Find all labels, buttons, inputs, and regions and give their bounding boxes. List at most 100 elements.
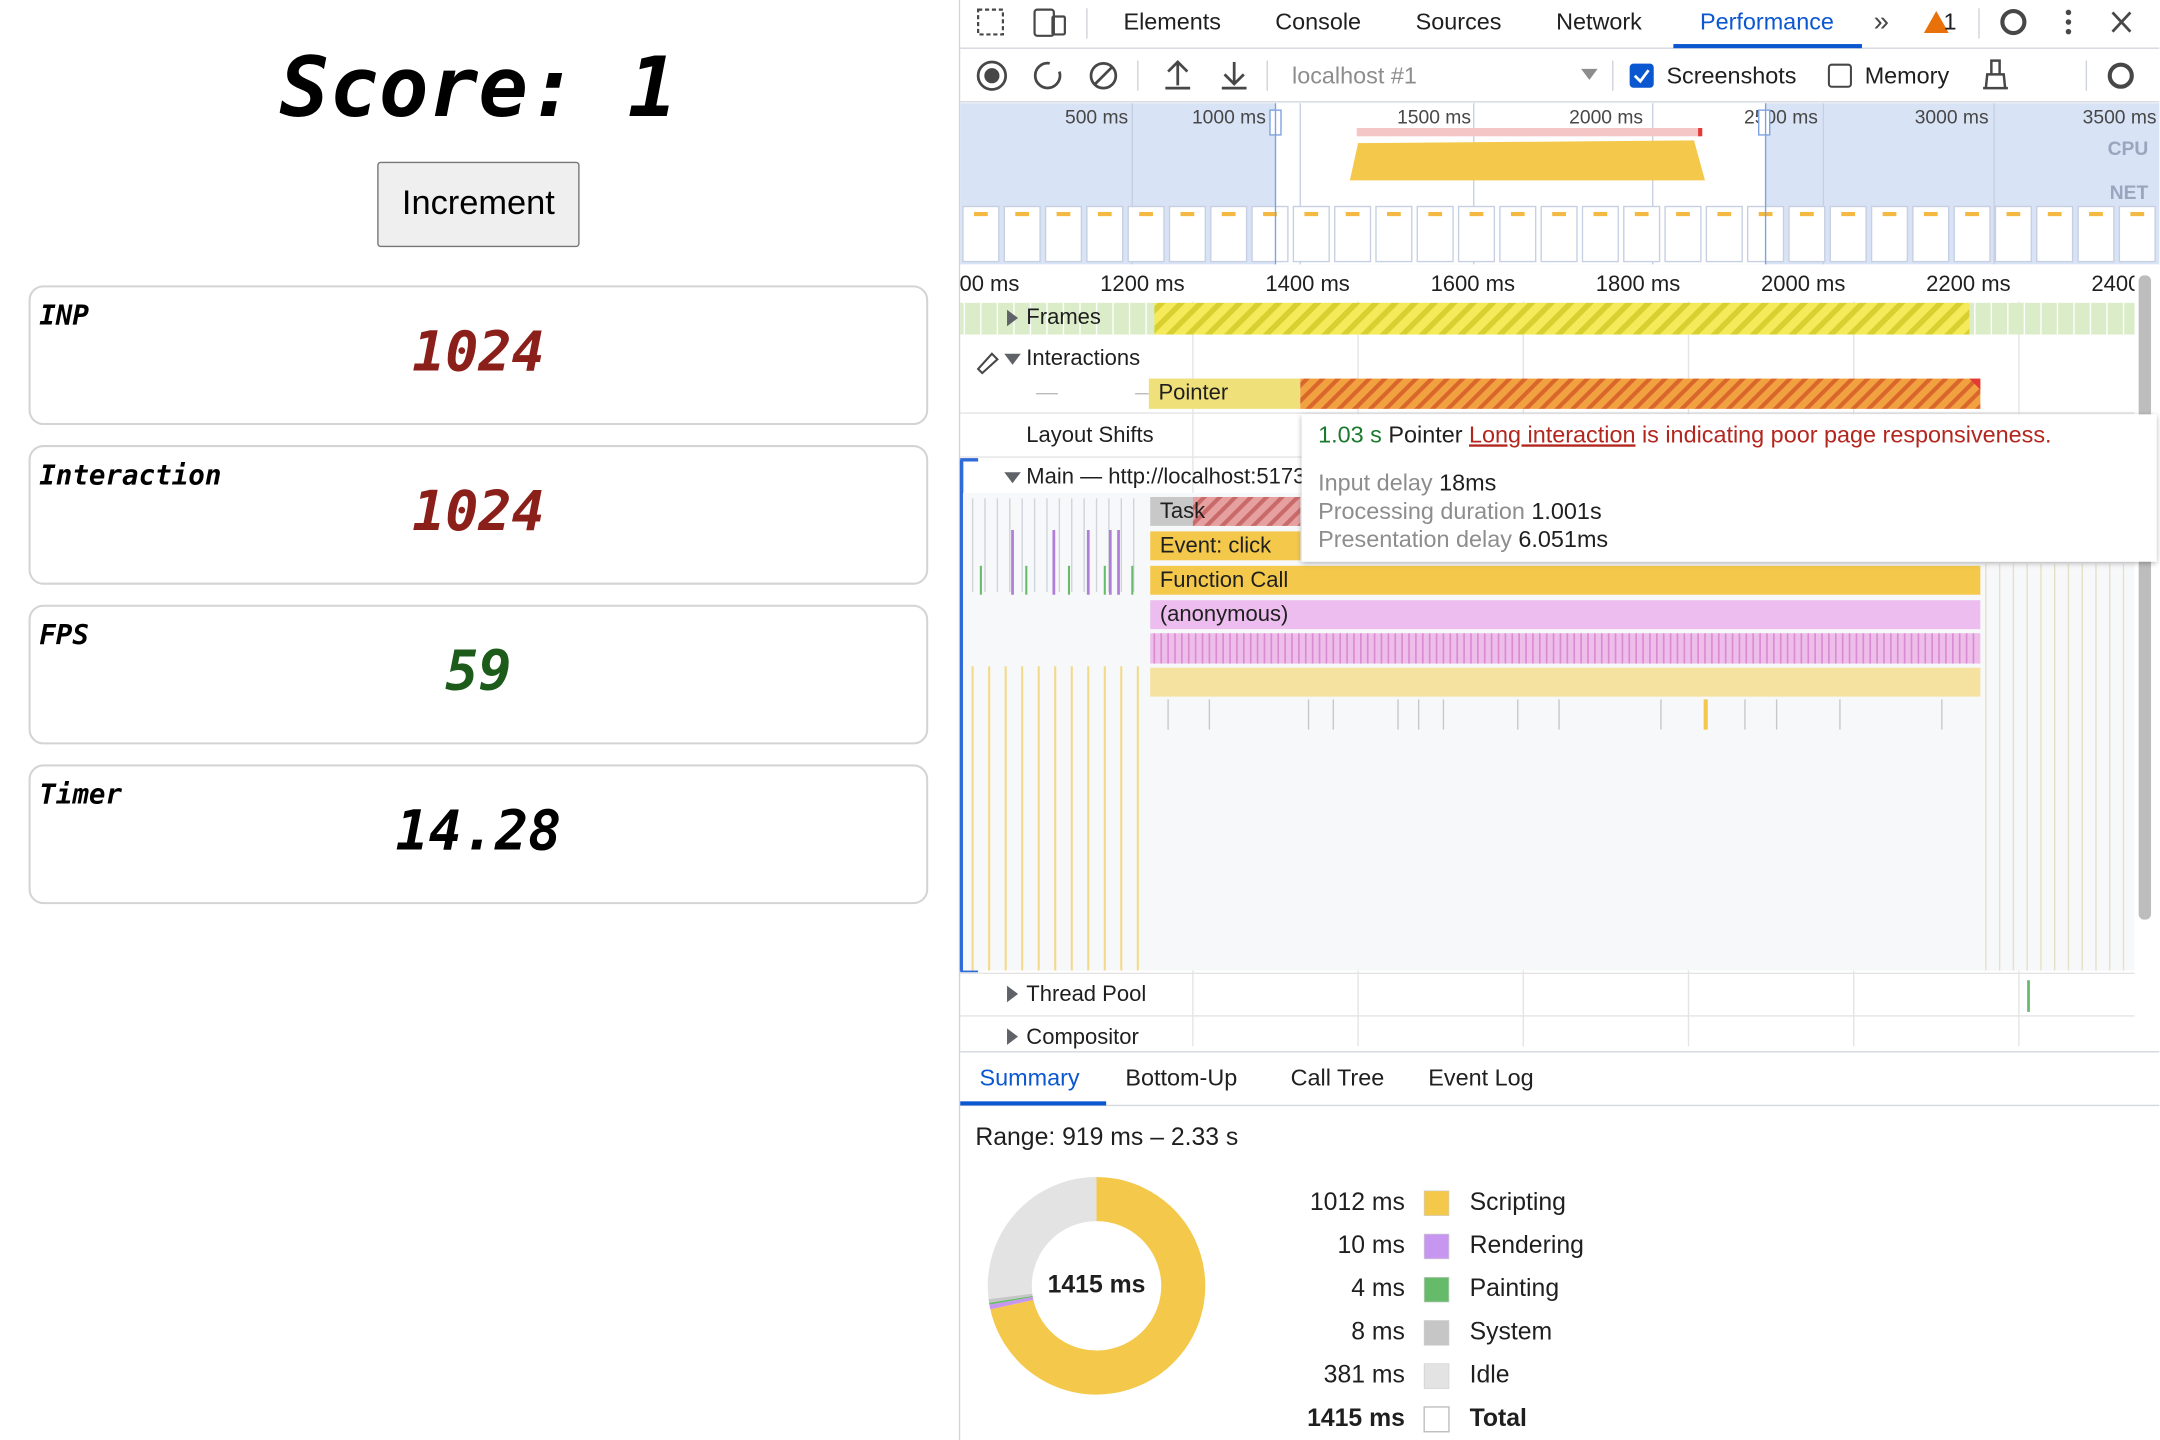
frames-hatch — [1154, 302, 1970, 335]
summary-swatch — [1423, 1406, 1450, 1433]
tooltip-row-value: 6.051ms — [1518, 526, 1608, 552]
record-dot — [984, 68, 1000, 84]
donut-segment — [990, 1177, 1206, 1395]
expand-arrow — [1007, 309, 1019, 327]
tooltip-row-label: Presentation delay — [1318, 526, 1512, 552]
tooltip-name: Pointer — [1388, 422, 1462, 448]
bottom-tab[interactable]: Summary — [980, 1064, 1080, 1090]
tooltip-link[interactable]: Long interaction — [1469, 422, 1635, 448]
memory-label[interactable]: Memory — [1865, 62, 1950, 88]
tooltip-row: Presentation delay 6.051ms — [1318, 526, 1608, 552]
settings-icon[interactable] — [2000, 8, 2027, 36]
metric-value: 59 — [445, 639, 511, 703]
increment-button[interactable] — [377, 161, 580, 248]
memory-checkbox[interactable] — [1827, 63, 1852, 88]
screenshot-detail — [1923, 212, 1938, 217]
expand-arrow — [1004, 472, 1021, 484]
summary-name: Painting — [1470, 1275, 1560, 1302]
target-select[interactable]: localhost #1 — [1292, 62, 1417, 88]
screenshot-detail — [1717, 212, 1732, 217]
flame-label: Event: click — [1160, 532, 1272, 557]
summary-swatch — [1423, 1233, 1450, 1260]
menu-dot[interactable] — [2065, 9, 2072, 16]
close-icon[interactable] — [2111, 11, 2132, 33]
overview-tick: 2500 ms — [1744, 107, 1818, 128]
screenshot-detail — [1593, 212, 1608, 217]
tooltip-head: 1.03 s Pointer Long interaction is indic… — [1318, 422, 2051, 448]
window-handle[interactable] — [1758, 109, 1771, 136]
summary-name: Idle — [1470, 1362, 1510, 1389]
download-button[interactable] — [1221, 61, 1247, 90]
screenshot-detail — [1510, 212, 1525, 217]
expand-arrow — [1004, 353, 1021, 365]
metric-value: 14.28 — [396, 798, 562, 862]
menu-dot[interactable] — [2065, 19, 2072, 25]
screenshots-checkbox[interactable] — [1629, 63, 1654, 88]
screenshot-detail — [1015, 212, 1030, 217]
screenshot-detail — [1552, 212, 1566, 217]
track-label: Layout Shifts — [1026, 422, 1153, 447]
metric-card — [28, 764, 929, 905]
flame-label: Task — [1160, 498, 1206, 523]
ruler-bg — [960, 265, 2160, 302]
flame-label: (anonymous) — [1160, 601, 1288, 626]
metric-label: FPS — [39, 619, 89, 651]
summary-swatch — [1423, 1190, 1450, 1216]
long-flag — [1969, 378, 1981, 390]
devtools-tab[interactable]: Elements — [1123, 9, 1221, 35]
tab-bar — [960, 0, 2160, 47]
devtools-tab[interactable]: Network — [1556, 9, 1642, 35]
screenshot-detail — [1800, 212, 1814, 217]
screenshot-detail — [2089, 212, 2103, 217]
bottom-tab[interactable]: Event Log — [1428, 1064, 1533, 1090]
bottom-tab[interactable]: Call Tree — [1291, 1064, 1385, 1090]
tooltip-row-label: Input delay — [1318, 470, 1433, 496]
event-bar — [1150, 531, 1301, 561]
donut-segment — [989, 1296, 1034, 1310]
summary-name: Rendering — [1470, 1232, 1584, 1259]
summary-total-value: 1415 ms — [1307, 1405, 1405, 1432]
track-label: Compositor — [1026, 1024, 1139, 1049]
pointer-label: Pointer — [1158, 380, 1228, 405]
record-button[interactable] — [976, 60, 1008, 91]
summary-value: 1012 ms — [1310, 1189, 1405, 1216]
gc-button[interactable] — [1983, 59, 2008, 90]
metric-value: 1024 — [412, 319, 545, 383]
screenshot-detail — [1304, 212, 1319, 217]
metric-card — [28, 285, 929, 426]
function-call-bar — [1150, 565, 1981, 595]
clear-button[interactable] — [1089, 61, 1118, 90]
summary-total-name: Total — [1470, 1405, 1527, 1432]
more-tabs[interactable]: » — [1874, 6, 1889, 37]
devtools-tab[interactable]: Console — [1275, 9, 1361, 35]
screenshots-label[interactable]: Screenshots — [1666, 62, 1796, 88]
capture-settings[interactable] — [2107, 62, 2134, 89]
metric-label: Interaction — [39, 459, 221, 491]
devtools-tab[interactable]: Sources — [1416, 9, 1502, 35]
flame-label: Function Call — [1160, 567, 1288, 592]
tooltip-row-value: 1.001s — [1531, 498, 1601, 524]
scrollbar[interactable] — [2138, 275, 2152, 920]
score: Score: 1 — [279, 40, 677, 136]
button-label[interactable]: Increment — [402, 184, 555, 222]
tooltip-row: Input delay 18ms — [1318, 470, 1496, 496]
anonymous-bar — [1150, 600, 1981, 630]
upload-button[interactable] — [1165, 60, 1191, 90]
summary-name: Scripting — [1470, 1189, 1566, 1216]
summary-value: 8 ms — [1351, 1318, 1405, 1345]
summary-swatch — [1423, 1320, 1450, 1346]
track-label: Thread Pool — [1026, 981, 1146, 1006]
menu-dot[interactable] — [2065, 28, 2072, 35]
screenshot-detail — [1469, 212, 1484, 217]
expand-arrow — [1007, 1028, 1019, 1045]
reload-button[interactable] — [1033, 61, 1062, 90]
metric-value: 1024 — [412, 479, 545, 543]
active-tab-underline — [1673, 44, 1862, 49]
summary-name: System — [1470, 1318, 1553, 1345]
bottom-tab[interactable]: Bottom-Up — [1125, 1064, 1237, 1090]
devtools-tab[interactable]: Performance — [1700, 9, 1834, 35]
select-arrow — [1581, 68, 1598, 80]
warning-icon — [1923, 11, 1949, 34]
long-task-end — [1698, 128, 1703, 137]
